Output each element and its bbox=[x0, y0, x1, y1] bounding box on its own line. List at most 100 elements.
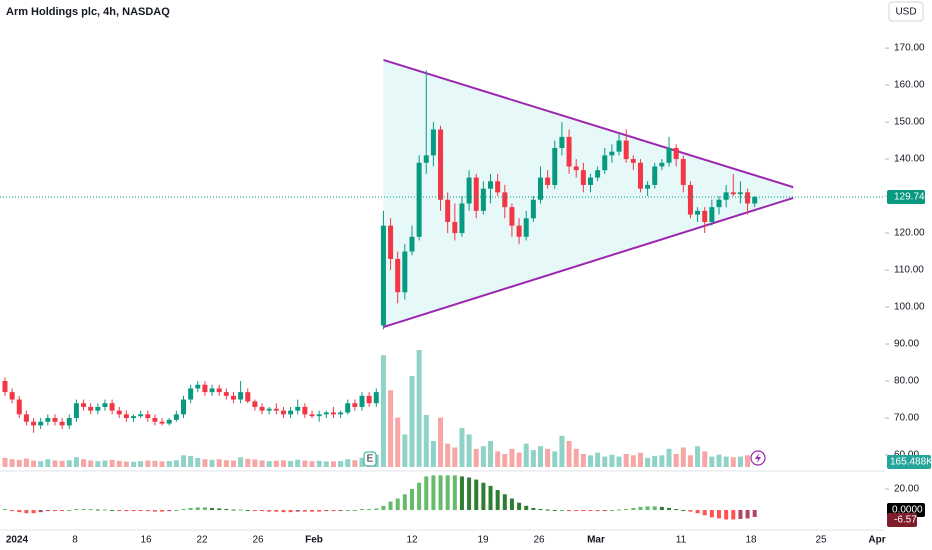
candle-body bbox=[9, 392, 15, 400]
volume-bar bbox=[473, 448, 479, 467]
last-price-label: 129.74 bbox=[894, 192, 925, 203]
volume-bar bbox=[52, 460, 58, 467]
indicator-bar bbox=[152, 510, 157, 512]
x-tick-label: Mar bbox=[587, 535, 605, 546]
candle-body bbox=[309, 414, 315, 417]
volume-bar bbox=[388, 390, 394, 467]
volume-bar bbox=[602, 456, 608, 467]
indicator-bar bbox=[488, 485, 493, 511]
indicator-bar bbox=[638, 506, 643, 511]
candle-body bbox=[680, 159, 686, 185]
volume-bar bbox=[516, 452, 522, 467]
candle-body bbox=[195, 384, 201, 389]
indicator-bar bbox=[467, 477, 472, 511]
volume-bar bbox=[209, 459, 215, 467]
indicator-bar bbox=[95, 509, 100, 511]
indicator-bar bbox=[452, 475, 457, 511]
candle-body bbox=[673, 147, 679, 160]
volume-bar bbox=[587, 455, 593, 467]
candle-body bbox=[152, 418, 158, 422]
axis-layer: 60.0070.0080.0090.00100.00110.00120.0013… bbox=[0, 43, 932, 546]
volume-bar bbox=[123, 461, 129, 467]
candle-body bbox=[31, 421, 37, 426]
candle-body bbox=[59, 421, 65, 426]
indicator-bar bbox=[245, 510, 250, 512]
volume-bar bbox=[430, 441, 436, 467]
candle-body bbox=[380, 225, 386, 326]
candle-body bbox=[45, 418, 51, 422]
x-tick-label: 26 bbox=[252, 535, 264, 546]
volume-bar bbox=[81, 459, 87, 467]
indicator-last-tag bbox=[887, 512, 917, 527]
volume-bar bbox=[9, 459, 15, 467]
candle-body bbox=[645, 184, 651, 189]
volume-bar bbox=[223, 460, 229, 467]
indicator-bar bbox=[281, 510, 286, 513]
indicator-bar bbox=[188, 507, 193, 511]
volume-bar bbox=[595, 452, 601, 467]
volume-bar bbox=[2, 457, 8, 467]
candle-body bbox=[116, 410, 122, 415]
candle-body bbox=[509, 207, 515, 226]
currency-button[interactable] bbox=[888, 1, 924, 22]
volume-bar bbox=[38, 461, 44, 467]
volume-bar bbox=[31, 460, 37, 467]
indicator-bar bbox=[181, 508, 186, 511]
candle-body bbox=[395, 258, 401, 293]
candle-body bbox=[552, 147, 558, 185]
volume-bar bbox=[723, 456, 729, 467]
candle-body bbox=[216, 388, 222, 393]
volume-bar bbox=[330, 461, 336, 467]
indicator-bar bbox=[424, 476, 429, 511]
currency-label[interactable]: USD bbox=[895, 7, 916, 18]
indicator-bar bbox=[360, 508, 364, 511]
indicator-bar bbox=[474, 479, 479, 511]
indicator-bar bbox=[431, 475, 436, 511]
candle-body bbox=[323, 412, 329, 415]
candle-body bbox=[123, 414, 129, 419]
trend-line bbox=[383, 196, 794, 328]
volume-bar bbox=[452, 447, 458, 467]
x-tick-label: 16 bbox=[140, 535, 152, 546]
candle-body bbox=[181, 399, 186, 415]
volume-bar bbox=[545, 448, 551, 467]
volume-bar bbox=[352, 460, 358, 467]
candle-body bbox=[430, 129, 436, 156]
volume-bar bbox=[637, 452, 643, 467]
indicator-bar bbox=[174, 510, 179, 512]
y-tick-label: 140.00 bbox=[894, 154, 925, 165]
candle-body bbox=[166, 419, 172, 424]
volume-bar bbox=[423, 415, 429, 467]
indicator-bar bbox=[81, 508, 86, 511]
indicator-bar bbox=[124, 510, 129, 512]
y-tick-label: 70.00 bbox=[894, 413, 919, 424]
indicator-bar bbox=[517, 502, 522, 511]
volume-bar bbox=[623, 454, 629, 467]
candle-body bbox=[159, 421, 165, 424]
candle-body bbox=[273, 408, 279, 411]
x-tick-label: 26 bbox=[533, 535, 545, 546]
indicator-bar bbox=[609, 510, 614, 512]
candle-body bbox=[687, 184, 693, 215]
volume-bar bbox=[95, 461, 101, 467]
volume-bar bbox=[181, 455, 186, 467]
earnings-badge bbox=[363, 451, 377, 467]
indicator-bar bbox=[717, 510, 721, 519]
candle-body bbox=[602, 155, 608, 171]
candle-body bbox=[2, 381, 8, 393]
x-tick-label: Feb bbox=[305, 535, 323, 546]
volume-bar bbox=[316, 460, 322, 467]
volume-bar bbox=[488, 441, 494, 467]
volume-bar bbox=[59, 460, 65, 467]
volume-bar bbox=[323, 461, 329, 467]
indicator-bar bbox=[495, 490, 500, 511]
indicator-bar bbox=[724, 510, 729, 520]
candle-body bbox=[145, 414, 151, 419]
indicator-bar bbox=[524, 505, 529, 511]
candle-body bbox=[516, 225, 522, 237]
volume-bar bbox=[566, 441, 572, 467]
indicator-bar bbox=[288, 510, 293, 513]
indicator-bar bbox=[3, 508, 7, 511]
